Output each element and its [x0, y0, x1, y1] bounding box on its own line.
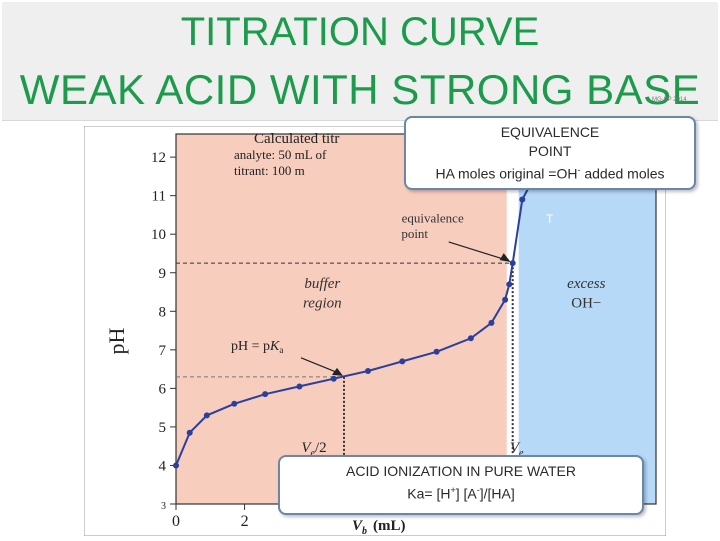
title-banner: TITRATION CURVE WEAK ACID WITH STRONG BA… — [2, 2, 718, 121]
equivalence-callout-line-3: HA moles original =OH- added moles — [435, 165, 665, 182]
credit-text: MG-KP 2014 — [652, 97, 687, 103]
titration-data-point — [231, 400, 238, 407]
equivalence-arrow — [448, 241, 507, 261]
chart-title-fragment-1: Calculated titr — [254, 131, 339, 147]
ionization-callout-ka: Ka= [H+] [A-]/[HA] — [407, 485, 515, 502]
buffer-region-label-1: buffer — [304, 276, 340, 292]
pka-label: pH = pKa — [231, 339, 283, 355]
chart-title-fragment-2: analyte: 50 mL of — [234, 147, 327, 162]
equivalence-point-callout: EQUIVALENCE POINT HA moles original =OH-… — [404, 116, 696, 190]
titration-data-point — [173, 462, 179, 469]
equivalence-point-label-2: point — [401, 226, 428, 241]
excess-region-label-2: OH− — [571, 295, 601, 311]
titration-data-point — [467, 335, 474, 342]
titration-data-point — [433, 348, 440, 355]
stray-mark: T — [546, 212, 554, 226]
titration-data-point — [509, 260, 516, 267]
excess-region-shade — [518, 134, 656, 504]
y-tick-label: 3 — [161, 501, 166, 512]
ionization-callout-line-1: ACID IONIZATION IN PURE WATER — [346, 463, 576, 479]
titration-data-point — [203, 412, 210, 419]
titration-data-point — [506, 281, 513, 288]
titration-data-point — [262, 391, 269, 398]
y-tick-label: 8 — [159, 304, 167, 320]
ve-label: Ve — [510, 440, 524, 459]
titration-data-point — [365, 368, 371, 375]
y-tick-label: 4 — [159, 458, 167, 474]
equivalence-point-label-1: equivalence — [402, 211, 464, 226]
y-tick-label: 9 — [159, 266, 167, 282]
titration-data-point — [519, 196, 526, 203]
y-tick-label: 11 — [152, 189, 166, 205]
y-axis-label: pH — [104, 327, 129, 354]
buffer-region-shade — [176, 134, 507, 504]
pka-arrow-head — [332, 367, 343, 376]
page-title-line-2: WEAK ACID WITH STRONG BASE — [19, 66, 701, 113]
y-tick-label: 10 — [151, 227, 166, 243]
excess-region-label-1: excess — [567, 276, 605, 292]
titration-data-point — [399, 358, 406, 365]
titration-data-point — [488, 319, 495, 326]
equivalence-arrow-head — [499, 253, 511, 263]
y-tick-label: 12 — [151, 150, 166, 166]
titration-data-point — [502, 296, 509, 303]
buffer-region-label-2: region — [303, 295, 342, 311]
chart-svg: Calculated titr analyte: 50 mL of titran… — [83, 125, 667, 537]
titration-data-point — [186, 429, 193, 436]
acid-ionization-callout: ACID IONIZATION IN PURE WATER Ka= [H+] [… — [278, 455, 644, 515]
x-axis-label: Vb (mL) — [352, 518, 406, 536]
pka-arrow — [300, 357, 339, 374]
equivalence-callout-line-2: POINT — [528, 143, 572, 159]
y-tick-label: 5 — [159, 420, 167, 436]
chart-title-fragment-3: titrant: 100 m — [234, 163, 305, 178]
x-tick-label: 0 — [172, 513, 180, 530]
titration-chart: Calculated titr analyte: 50 mL of titran… — [83, 125, 667, 537]
ve-half-label: Ve/2 — [301, 440, 326, 459]
x-tick-label: 2 — [241, 513, 249, 530]
titration-data-point — [330, 375, 337, 382]
y-tick-label: 6 — [159, 381, 167, 397]
equivalence-callout-line-1: EQUIVALENCE — [500, 124, 600, 140]
page-title-line-1: TITRATION CURVE — [180, 10, 540, 54]
titration-data-point — [296, 383, 303, 390]
y-tick-label: 7 — [159, 343, 167, 359]
